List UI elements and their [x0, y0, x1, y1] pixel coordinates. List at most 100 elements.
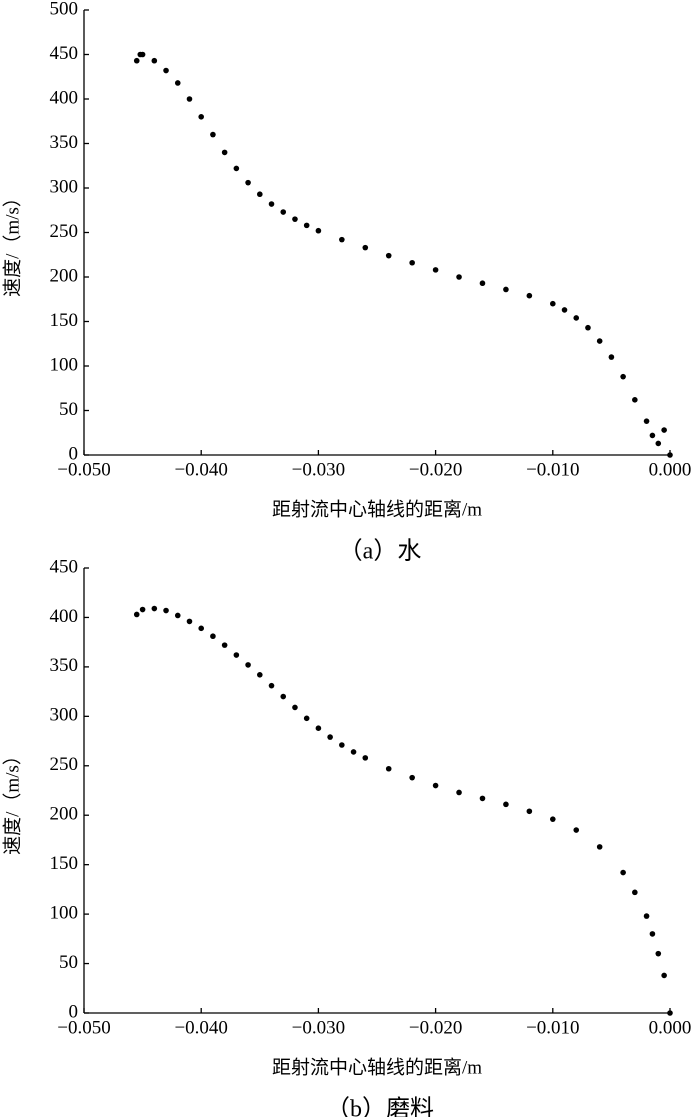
point: [303, 222, 310, 229]
point: [667, 452, 673, 458]
x-tick-label: −0.030: [292, 1017, 345, 1038]
point: [620, 869, 626, 876]
point: [151, 57, 158, 64]
y-tick-label: 250: [50, 754, 79, 775]
y-tick-label: 400: [50, 606, 79, 627]
point: [503, 801, 509, 808]
point: [550, 300, 556, 307]
point: [479, 280, 486, 287]
point: [526, 808, 533, 815]
point: [649, 931, 656, 937]
point: [456, 789, 462, 796]
point: [280, 693, 287, 700]
point: [210, 633, 216, 640]
point: [268, 201, 275, 207]
x-tick-label: −0.020: [409, 1017, 462, 1038]
x-tick-label: −0.030: [292, 459, 345, 480]
point: [315, 227, 322, 234]
y-tick-label: 200: [50, 804, 79, 825]
point: [221, 642, 228, 648]
point: [456, 274, 462, 280]
point: [198, 114, 204, 120]
y-tick-label: 0: [69, 1001, 79, 1022]
x-tick-label: −0.040: [174, 459, 227, 480]
point: [210, 131, 216, 138]
x-tick-label: 0.000: [649, 459, 692, 480]
point: [292, 216, 298, 222]
point: [632, 397, 638, 403]
point: [585, 324, 591, 331]
y-tick-label: 350: [50, 655, 79, 676]
point: [432, 782, 439, 789]
point: [573, 827, 580, 833]
point: [339, 742, 345, 748]
x-tick-label: −0.050: [57, 1017, 110, 1038]
point: [151, 605, 158, 612]
point: [174, 612, 181, 619]
y-tick-label: 50: [59, 952, 78, 973]
point: [257, 191, 263, 198]
point: [139, 51, 146, 58]
point: [632, 889, 638, 896]
point: [163, 607, 169, 614]
point: [596, 844, 603, 850]
y-tick-label: 450: [50, 43, 79, 64]
point: [233, 652, 240, 658]
point: [245, 662, 251, 668]
x-axis-label: 距射流中心轴线的距离/m: [272, 1056, 482, 1078]
caption: （b）磨料: [326, 1096, 434, 1117]
point: [608, 354, 615, 360]
point: [409, 774, 415, 781]
point: [573, 315, 580, 321]
point: [362, 244, 369, 251]
point: [133, 57, 140, 64]
point: [280, 209, 287, 215]
point: [667, 1010, 673, 1016]
point: [596, 338, 603, 344]
y-tick-label: 350: [50, 132, 79, 153]
point: [643, 418, 650, 424]
y-axis-label: 速度/（m/s）: [1, 746, 23, 855]
point: [186, 96, 193, 102]
point: [661, 972, 667, 979]
y-tick-label: 250: [50, 221, 79, 242]
point: [479, 795, 486, 802]
point: [268, 682, 275, 689]
x-tick-label: −0.010: [526, 1017, 579, 1038]
point: [643, 913, 650, 919]
x-axis-label: 距射流中心轴线的距离/m: [272, 498, 482, 520]
y-tick-label: 500: [50, 0, 79, 19]
y-tick-label: 150: [50, 853, 79, 874]
point: [655, 440, 662, 447]
point: [385, 765, 392, 772]
y-tick-label: 150: [50, 310, 79, 331]
y-tick-label: 0: [69, 443, 79, 464]
point: [221, 149, 228, 156]
point: [409, 259, 415, 266]
y-tick-label: 100: [50, 902, 79, 923]
y-tick-label: 450: [50, 556, 79, 577]
point: [303, 715, 310, 722]
point: [292, 704, 298, 711]
point: [655, 950, 662, 957]
y-tick-label: 300: [50, 705, 79, 726]
caption: （a）水: [339, 538, 422, 565]
point: [198, 625, 204, 632]
point: [432, 267, 439, 273]
point: [550, 816, 556, 822]
y-tick-label: 400: [50, 87, 79, 108]
x-tick-label: −0.020: [409, 459, 462, 480]
point: [649, 432, 656, 439]
y-tick-label: 100: [50, 354, 79, 375]
point: [350, 749, 357, 755]
point: [139, 606, 146, 613]
point: [526, 292, 533, 299]
y-tick-label: 50: [59, 399, 78, 420]
point: [385, 252, 392, 259]
point: [327, 734, 333, 740]
point: [245, 179, 251, 186]
point: [315, 725, 322, 731]
point: [362, 755, 369, 761]
